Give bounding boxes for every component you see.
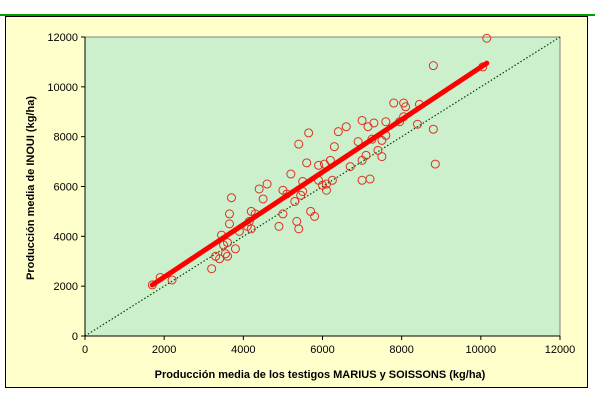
data-point (224, 219, 234, 229)
x-tick-label: 0 (82, 344, 88, 356)
x-tick-label: 8000 (389, 344, 413, 356)
data-point (230, 244, 240, 254)
x-tick-label: 2000 (152, 344, 176, 356)
data-point (482, 33, 492, 43)
data-point (413, 119, 422, 129)
y-tick-label: 12000 (47, 32, 78, 44)
data-point (221, 249, 231, 259)
data-point (321, 185, 331, 195)
y-tick-label: 8000 (54, 132, 78, 144)
x-axis-title: Producción media de los testigos MARIUS … (155, 369, 486, 381)
data-point (345, 162, 355, 172)
data-point (304, 128, 314, 138)
data-point (302, 158, 312, 168)
data-point (215, 254, 225, 264)
y-tick-label: 10000 (47, 82, 78, 94)
data-point (258, 194, 268, 204)
data-point (207, 264, 217, 274)
data-point (294, 139, 304, 149)
data-point (246, 224, 256, 234)
data-point (329, 142, 339, 152)
data-point (262, 179, 272, 189)
data-point (278, 209, 288, 219)
data-point (310, 211, 320, 221)
data-point (274, 221, 284, 231)
data-point (254, 184, 264, 194)
data-point (294, 224, 304, 234)
data-point (223, 251, 232, 261)
data-point (373, 145, 383, 155)
data-point (381, 117, 391, 127)
x-tick-label: 12000 (545, 344, 576, 356)
data-point (290, 196, 300, 206)
data-point (314, 160, 324, 170)
data-point (167, 275, 177, 285)
data-point (357, 115, 367, 125)
reference-line (84, 36, 561, 337)
data-point (389, 98, 399, 108)
y-tick-label: 4000 (54, 231, 78, 243)
y-tick-label: 6000 (54, 182, 78, 194)
top-bar (0, 0, 595, 16)
x-tick-label: 4000 (231, 344, 255, 356)
data-point (365, 174, 375, 184)
data-point (224, 209, 234, 219)
data-point (223, 238, 232, 248)
data-point (333, 127, 343, 137)
trend-line (149, 60, 490, 288)
data-point (369, 118, 379, 128)
y-tick-label: 0 (72, 331, 78, 343)
x-tick-label: 10000 (466, 344, 497, 356)
y-axis-title: Producción media de INOUI (kg/ha) (25, 96, 37, 280)
data-point (430, 159, 440, 169)
data-point (327, 175, 337, 185)
data-point (341, 122, 351, 132)
data-point (401, 102, 411, 112)
y-tick-label: 2000 (54, 281, 78, 293)
data-point (286, 169, 296, 179)
x-tick-label: 6000 (310, 344, 334, 356)
data-point (226, 193, 236, 203)
data-point (377, 152, 387, 162)
data-point (428, 124, 438, 134)
data-point (428, 61, 438, 71)
data-point (361, 150, 371, 160)
